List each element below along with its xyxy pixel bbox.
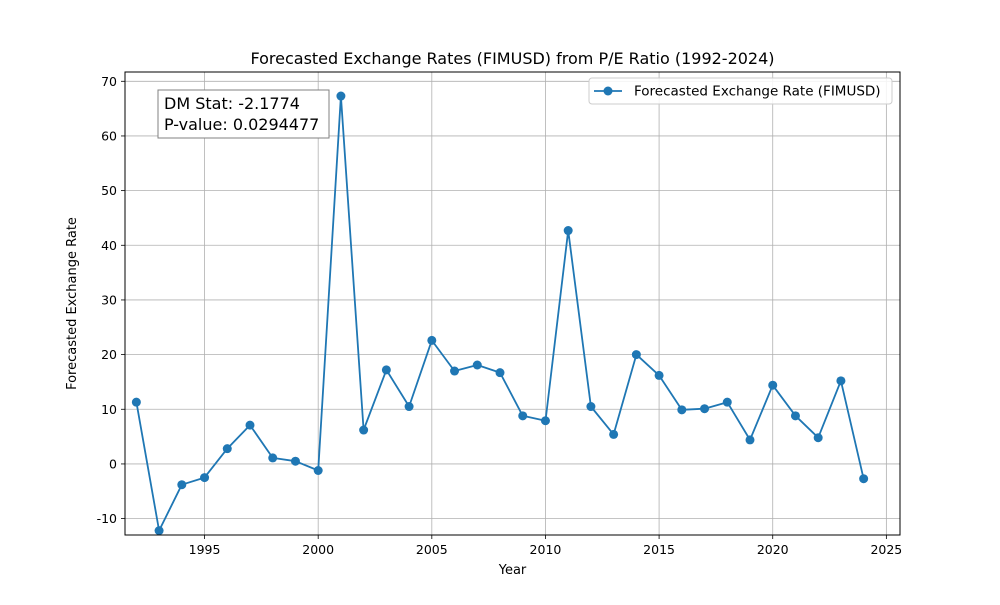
data-point: [609, 429, 619, 439]
data-point: [222, 444, 232, 454]
data-point: [836, 376, 846, 386]
data-point: [131, 397, 141, 407]
legend-marker-icon: [603, 86, 613, 96]
data-point: [472, 360, 482, 370]
y-tick-label: 0: [109, 456, 117, 471]
x-tick-label: 2010: [530, 542, 562, 557]
x-tick-label: 1995: [189, 542, 221, 557]
data-point: [200, 473, 210, 483]
dm-stat-annotation: DM Stat: -2.1774 P-value: 0.0294477: [157, 89, 330, 139]
data-point: [427, 335, 437, 345]
data-point: [154, 526, 164, 536]
y-tick-label: 30: [101, 292, 117, 307]
data-point: [404, 402, 414, 412]
data-point: [586, 402, 596, 412]
data-point: [790, 411, 800, 421]
y-tick-label: 40: [101, 238, 117, 253]
data-point: [359, 425, 369, 435]
y-tick-label: 60: [101, 128, 117, 143]
series-line: [135, 95, 865, 532]
data-point: [700, 404, 710, 414]
grid: [125, 72, 900, 535]
data-point: [268, 453, 278, 463]
data-point: [336, 91, 346, 101]
data-point: [540, 416, 550, 426]
annotation-frame: [157, 89, 330, 139]
y-axis-label: Forecasted Exchange Rate: [65, 217, 80, 390]
data-point: [450, 366, 460, 376]
data-point: [495, 368, 505, 378]
legend-frame: [588, 77, 893, 105]
data-point: [631, 350, 641, 360]
data-point: [745, 435, 755, 445]
legend: Forecasted Exchange Rate (FIMUSD): [588, 77, 893, 105]
data-point: [245, 420, 255, 430]
data-point: [859, 474, 869, 484]
data-point: [313, 465, 323, 475]
x-tick-label: 2000: [302, 542, 334, 557]
x-tick-label: 2020: [757, 542, 789, 557]
y-tick-label: 10: [101, 402, 117, 417]
x-axis-label: Year: [498, 563, 527, 578]
data-point: [654, 370, 664, 380]
data-point: [677, 405, 687, 415]
p-value-text: P-value: 0.0294477: [164, 115, 319, 134]
data-point: [722, 397, 732, 407]
data-point: [518, 411, 528, 421]
x-tick-label: 2025: [870, 542, 902, 557]
data-point: [381, 365, 391, 375]
x-tick-label: 2015: [643, 542, 675, 557]
y-tick-label: 20: [101, 347, 117, 362]
data-point: [177, 480, 187, 490]
legend-entry-label: Forecasted Exchange Rate (FIMUSD): [634, 84, 881, 100]
data-point: [290, 456, 300, 466]
chart-title: Forecasted Exchange Rates (FIMUSD) from …: [250, 49, 774, 68]
data-point: [813, 433, 823, 443]
data-point: [563, 226, 573, 236]
axis-ticks: 1995 2000 2005 2010 2015 2020 2025 -10 0 10 20 30 40…: [97, 74, 903, 557]
data-point: [768, 380, 778, 390]
y-tick-label: 50: [101, 183, 117, 198]
dm-stat-text: DM Stat: -2.1774: [164, 94, 300, 113]
plot-area-frame: [124, 71, 901, 536]
y-tick-label: 70: [101, 74, 117, 89]
series-layer: [131, 91, 869, 536]
x-tick-label: 2005: [416, 542, 448, 557]
y-tick-label: -10: [97, 511, 117, 526]
